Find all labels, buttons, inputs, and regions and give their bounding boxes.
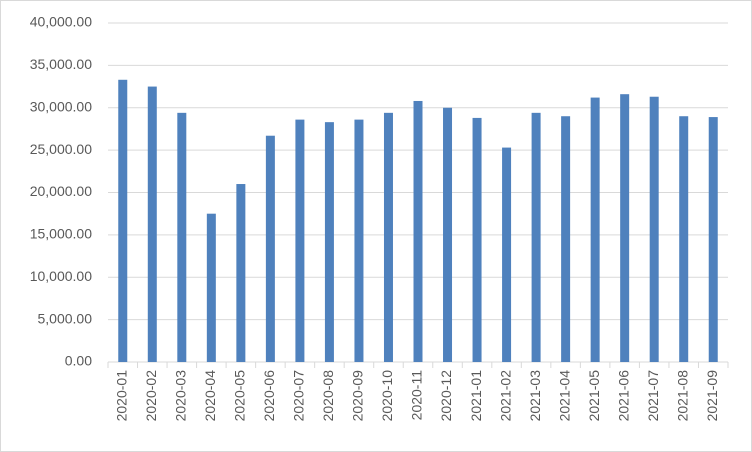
x-tick-label: 2020-09 bbox=[350, 370, 366, 422]
bar bbox=[679, 116, 689, 362]
bar bbox=[443, 107, 453, 362]
y-tick-label: 10,000.00 bbox=[30, 268, 92, 284]
x-tick-label: 2021-08 bbox=[674, 370, 690, 422]
bar bbox=[206, 213, 216, 362]
bar bbox=[236, 184, 246, 362]
y-tick-label: 40,000.00 bbox=[30, 14, 92, 30]
x-tick-label: 2020-12 bbox=[438, 370, 454, 422]
y-tick-label: 5,000.00 bbox=[38, 310, 93, 326]
bar bbox=[620, 94, 630, 362]
bar bbox=[531, 112, 541, 363]
x-tick-label: 2020-07 bbox=[291, 370, 307, 422]
bar bbox=[413, 100, 423, 362]
bar bbox=[177, 112, 187, 363]
y-tick-label: 25,000.00 bbox=[30, 141, 92, 157]
y-tick-label: 30,000.00 bbox=[30, 98, 92, 114]
x-tick-label: 2020-02 bbox=[143, 370, 159, 422]
x-tick-label: 2020-06 bbox=[261, 370, 277, 422]
x-tick-label: 2020-03 bbox=[173, 370, 189, 422]
y-tick-label: 35,000.00 bbox=[30, 56, 92, 72]
x-tick-label: 2021-01 bbox=[468, 370, 484, 422]
x-tick-label: 2020-10 bbox=[379, 370, 395, 422]
bar bbox=[383, 112, 393, 363]
x-tick-label: 2020-11 bbox=[409, 370, 425, 421]
x-tick-label: 2021-09 bbox=[704, 370, 720, 422]
y-tick-label: 0.00 bbox=[65, 353, 92, 369]
x-tick-label: 2021-06 bbox=[615, 370, 631, 422]
y-tick-label: 15,000.00 bbox=[30, 226, 92, 242]
x-tick-label: 2020-05 bbox=[232, 370, 248, 422]
x-tick-label: 2021-02 bbox=[497, 370, 513, 422]
x-tick-label: 2021-07 bbox=[645, 370, 661, 422]
bar bbox=[472, 117, 482, 362]
x-tick-label: 2021-03 bbox=[527, 370, 543, 422]
y-tick-label: 20,000.00 bbox=[30, 183, 92, 199]
bar bbox=[708, 117, 718, 362]
bar bbox=[324, 122, 334, 362]
x-tick-label: 2020-01 bbox=[113, 370, 129, 422]
bar bbox=[295, 119, 305, 363]
bar bbox=[502, 147, 512, 362]
bar bbox=[590, 97, 600, 362]
x-tick-label: 2021-05 bbox=[586, 370, 602, 422]
x-tick-label: 2021-04 bbox=[556, 370, 572, 422]
bar bbox=[265, 135, 275, 362]
x-tick-label: 2020-04 bbox=[202, 370, 218, 422]
bar bbox=[649, 96, 659, 363]
x-tick-label: 2020-08 bbox=[320, 370, 336, 422]
bar bbox=[147, 86, 157, 362]
bar bbox=[118, 79, 128, 362]
bar bbox=[354, 119, 364, 363]
bar bbox=[561, 116, 571, 362]
